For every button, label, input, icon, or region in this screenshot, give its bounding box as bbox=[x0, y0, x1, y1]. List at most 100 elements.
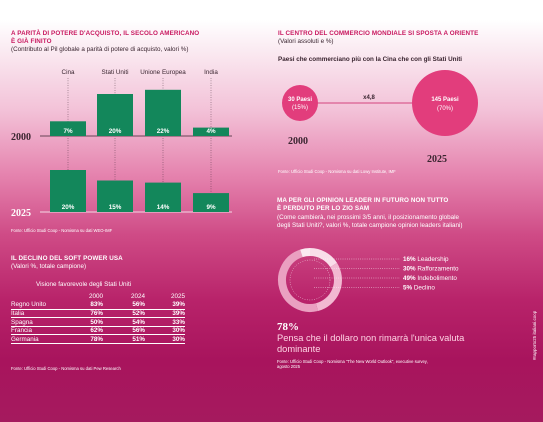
table-row: Italia 76% 52% 39% bbox=[11, 309, 185, 319]
bar-2025-value: 9% bbox=[206, 204, 216, 211]
bar-2000-value: 4% bbox=[206, 128, 216, 135]
country-cell: Italia bbox=[11, 309, 69, 319]
bar-2000 bbox=[145, 89, 181, 136]
table-header-row: 2000 2024 2025 bbox=[11, 292, 185, 301]
country-cell: Francia bbox=[11, 326, 69, 336]
year-label-2025: 2025 bbox=[11, 208, 31, 219]
value-cell: 39% bbox=[145, 309, 185, 319]
value-cell: 56% bbox=[103, 326, 145, 336]
value-cell: 33% bbox=[145, 317, 185, 327]
table-row: Regno Unito 83% 56% 39% bbox=[11, 300, 185, 310]
value-cell: 76% bbox=[69, 309, 103, 319]
dollar-statement: Pensa che il dollaro non rimarrà l'unica… bbox=[277, 333, 464, 355]
bubble-2025-pct: (70%) bbox=[437, 106, 453, 112]
bar-2000-value: 20% bbox=[109, 128, 122, 135]
donut-slice bbox=[309, 248, 338, 268]
bubble-2000-pct: (15%) bbox=[292, 105, 308, 111]
table-row: Francia 62% 56% 30% bbox=[11, 326, 185, 336]
bar-2025 bbox=[193, 193, 229, 212]
panel4-source: Fonte: Ufficio Studi Coop - Nomisma "The… bbox=[277, 359, 428, 369]
panel1-title-line1: A PARITÀ DI POTERE D'ACQUISTO, IL SECOLO… bbox=[11, 30, 200, 37]
panel2-subtitle: (Valori assoluti e %) bbox=[278, 38, 334, 45]
bar-2025-value: 15% bbox=[109, 204, 122, 211]
panel1-title: A PARITÀ DI POTERE D'ACQUISTO, IL SECOLO… bbox=[11, 30, 271, 45]
category-label: Cina bbox=[62, 69, 75, 76]
table-header-cell bbox=[11, 292, 69, 301]
big-percentage: 78% bbox=[277, 321, 299, 333]
bar-2025 bbox=[50, 170, 86, 212]
panel4-title: MA PER GLI OPINION LEADER IN FUTURO NON … bbox=[277, 197, 448, 212]
category-label: Stati Uniti bbox=[102, 69, 129, 76]
bar-2000 bbox=[97, 94, 133, 136]
bar-2000-value: 7% bbox=[63, 128, 73, 135]
bar-2025 bbox=[145, 182, 181, 212]
bar-2025-value: 14% bbox=[157, 204, 170, 211]
donut-slice bbox=[278, 249, 318, 312]
panel4-title-line2: È PERDUTO PER LO ZIO SAM bbox=[277, 204, 370, 212]
bar-2000-value: 22% bbox=[157, 128, 170, 135]
donut-slice bbox=[300, 248, 311, 258]
bar-2025 bbox=[97, 180, 133, 212]
bar-2000 bbox=[193, 127, 229, 136]
trade-bubbles: 30 Paesi (15%) 145 Paesi (70%) x4,8 2000… bbox=[282, 70, 478, 165]
table-header-cell: 2024 bbox=[130, 292, 145, 300]
value-cell: 50% bbox=[69, 317, 103, 327]
panel3-title: IL DECLINO DEL SOFT POWER USA bbox=[11, 255, 123, 262]
category-label: Unione Europea bbox=[140, 69, 186, 76]
panel2-heading: Paesi che commerciano più con la Cina ch… bbox=[278, 56, 463, 63]
panel3-subtitle: (Valori %, totale campione) bbox=[11, 263, 87, 270]
legend-entry: 49% Indebolimento bbox=[403, 275, 457, 282]
donut-slice bbox=[315, 262, 342, 311]
outlook-donut: 16% Leadership 30% Rafforzamento 49% Indeb… bbox=[278, 248, 459, 312]
bubble-2025-count: 145 Paesi bbox=[431, 97, 459, 103]
value-cell: 51% bbox=[103, 334, 145, 345]
panel2-source: Fonte: Ufficio Studi Coop - Nomisma su d… bbox=[278, 169, 396, 174]
table-header-cell: 2000 bbox=[88, 292, 103, 300]
legend-entry: 5% Declino bbox=[403, 285, 435, 292]
value-cell: 39% bbox=[145, 300, 185, 310]
donut-inner-ring bbox=[289, 259, 331, 301]
legend-entry: 16% Leadership bbox=[403, 256, 449, 263]
panel2-title: IL CENTRO DEL COMMERCIO MONDIALE SI SPOS… bbox=[278, 30, 479, 37]
bubble-2000-count: 30 Paesi bbox=[288, 97, 312, 103]
gdp-bar-chart: 2000 2025 Cina 7% 20% Stati Uniti 20% 15% Unione… bbox=[11, 69, 232, 219]
dollar-statement-line1: Pensa che il dollaro non rimarrà l'unica… bbox=[277, 333, 465, 343]
value-cell: 83% bbox=[69, 300, 103, 310]
soft-power-table: 2000 2024 2025 Regno Unito 83% 56% 39% Italia 76… bbox=[11, 292, 185, 345]
year-2000-label: 2000 bbox=[288, 136, 308, 147]
value-cell: 30% bbox=[145, 326, 185, 336]
panel1-subtitle: (Contributo al Pil globale a parità di p… bbox=[11, 46, 189, 53]
panel1-title-line2: È GIÀ FINITO bbox=[11, 37, 52, 45]
value-cell: 54% bbox=[103, 317, 145, 327]
value-cell: 78% bbox=[69, 334, 103, 345]
table-header-cell: 2025 bbox=[170, 292, 185, 300]
bar-2025-value: 20% bbox=[62, 204, 75, 211]
category-label: India bbox=[204, 69, 218, 76]
year-label-2000: 2000 bbox=[11, 132, 31, 143]
year-2025-label: 2025 bbox=[427, 154, 447, 165]
country-cell: Germania bbox=[11, 334, 69, 345]
table-row: Spagna 50% 54% 33% bbox=[11, 317, 185, 327]
multiplier-label: x4,8 bbox=[363, 95, 375, 101]
value-cell: 56% bbox=[103, 300, 145, 310]
bubble-2025 bbox=[412, 70, 478, 136]
panel4-subtitle: (Come cambierà, nei prossimi 3/5 anni, i… bbox=[277, 214, 463, 229]
value-cell: 62% bbox=[69, 326, 103, 336]
table-row: Germania 78% 51% 30% bbox=[11, 334, 185, 345]
panel4-source-line2: agosto 2025 bbox=[277, 364, 301, 369]
panel4-subtitle-line1: (Come cambierà, nei prossimi 3/5 anni, i… bbox=[277, 214, 460, 221]
value-cell: 30% bbox=[145, 334, 185, 345]
side-hashtag: #rapporto25 italiani.coop bbox=[532, 310, 537, 360]
panel4-title-line1: MA PER GLI OPINION LEADER IN FUTURO NON … bbox=[277, 197, 449, 204]
legend-entry: 30% Rafforzamento bbox=[403, 266, 459, 273]
panel4-subtitle-line2: degli Stati Uniti?, valori %, totale cam… bbox=[277, 221, 463, 229]
panel3-source: Fonte: Ufficio Studi Coop - Nomisma su d… bbox=[11, 366, 121, 371]
panel4-source-line1: Fonte: Ufficio Studi Coop - Nomisma "The… bbox=[277, 359, 428, 364]
country-cell: Spagna bbox=[11, 317, 69, 327]
dollar-statement-line2: dominante bbox=[277, 344, 321, 355]
bar-2000 bbox=[50, 121, 86, 136]
bubble-2000 bbox=[282, 85, 318, 121]
country-cell: Regno Unito bbox=[11, 300, 69, 310]
value-cell: 52% bbox=[103, 309, 145, 319]
panel3-table-caption: Visione favorevole degli Stati Uniti bbox=[36, 281, 132, 288]
